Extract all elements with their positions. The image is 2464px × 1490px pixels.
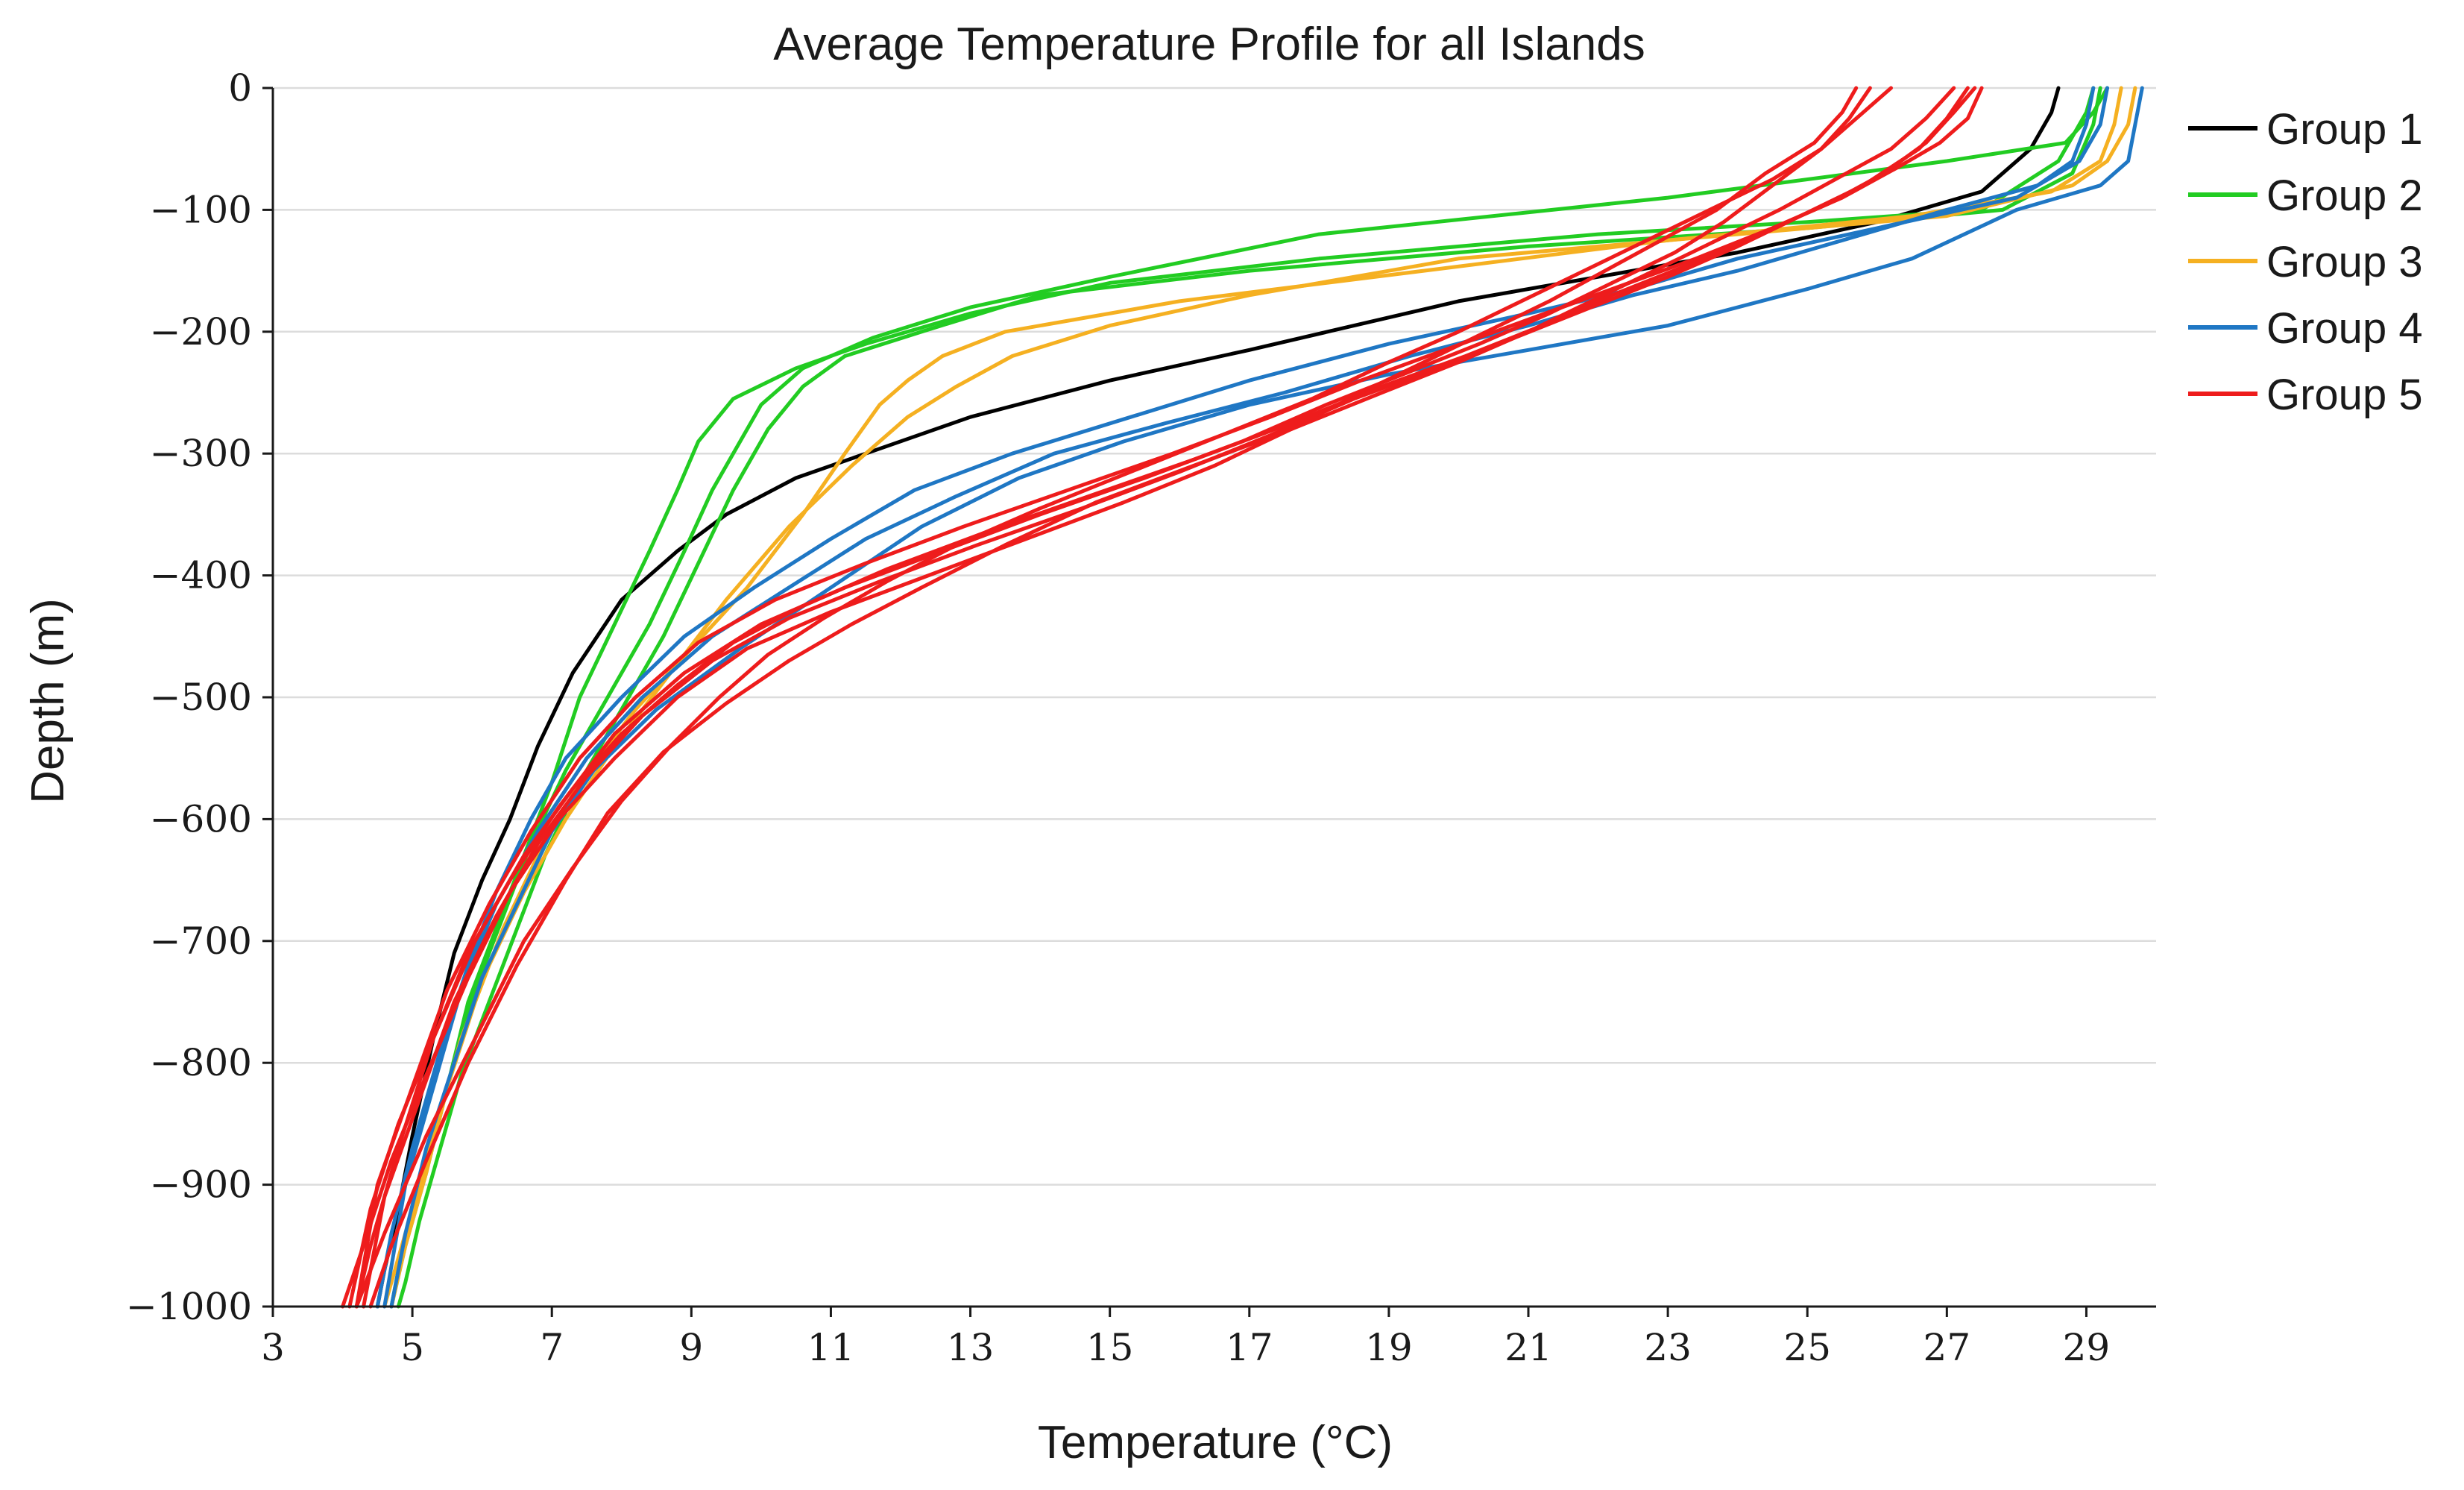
series-line-group-2-2 (389, 86, 2096, 1309)
y-tick-label: −300 (150, 432, 252, 475)
x-tick-label: 25 (1783, 1326, 1831, 1369)
x-axis-label: Temperature (°C) (1038, 1417, 1393, 1468)
axes (262, 87, 2156, 1317)
x-tick-label: 13 (947, 1326, 995, 1369)
chart-title: Average Temperature Profile for all Isla… (773, 19, 1645, 70)
legend-label-group-3: Group 3 (2266, 238, 2423, 286)
y-tick-label: −400 (150, 554, 252, 597)
x-tick-label: 11 (807, 1326, 855, 1369)
y-axis-label: Depth (m) (22, 598, 74, 804)
x-tick-label: 15 (1086, 1326, 1134, 1369)
legend-label-group-4: Group 4 (2266, 304, 2423, 353)
series-line-group-5-15 (354, 86, 1977, 1309)
x-tick-label: 23 (1644, 1326, 1692, 1369)
series-line-group-5-13 (368, 86, 1956, 1309)
y-tick-label: −600 (150, 797, 252, 840)
x-tick-label: 19 (1365, 1326, 1413, 1369)
legend-label-group-2: Group 2 (2266, 172, 2423, 220)
series-line-group-4-7 (375, 86, 2109, 1309)
x-tick-label: 7 (540, 1326, 564, 1369)
y-tick-label: −200 (150, 310, 252, 353)
series-line-group-4-6 (389, 86, 2144, 1309)
y-tick-label: −100 (150, 188, 252, 231)
y-tick-label: −500 (150, 676, 252, 719)
legend-label-group-1: Group 1 (2266, 105, 2423, 154)
y-tick-label: −1000 (126, 1285, 252, 1328)
legend-label-group-5: Group 5 (2266, 371, 2423, 419)
x-tick-label: 27 (1923, 1326, 1971, 1369)
y-tick-label: −900 (150, 1163, 252, 1207)
x-tick-label: 3 (261, 1326, 285, 1369)
grid-lines (273, 87, 2156, 1186)
y-tick-label: 0 (228, 66, 252, 110)
x-tick-label: 29 (2063, 1326, 2111, 1369)
series-line-group-5-14 (354, 86, 1872, 1309)
x-tick-label: 9 (679, 1326, 703, 1369)
legend: Group 1 Group 2 Group 3 Group 4 Group 5 (2188, 105, 2423, 419)
y-tick-label: −700 (150, 920, 252, 963)
series-lines (341, 86, 2144, 1309)
x-tick-label: 17 (1226, 1326, 1273, 1369)
y-tick-label: −800 (150, 1041, 252, 1084)
x-tick-label: 5 (400, 1326, 424, 1369)
x-tick-label: 21 (1504, 1326, 1552, 1369)
tick-labels: 0 −100 −200 −300 −400 −500 −600 −700 −800 −900 −10… (126, 66, 2110, 1369)
